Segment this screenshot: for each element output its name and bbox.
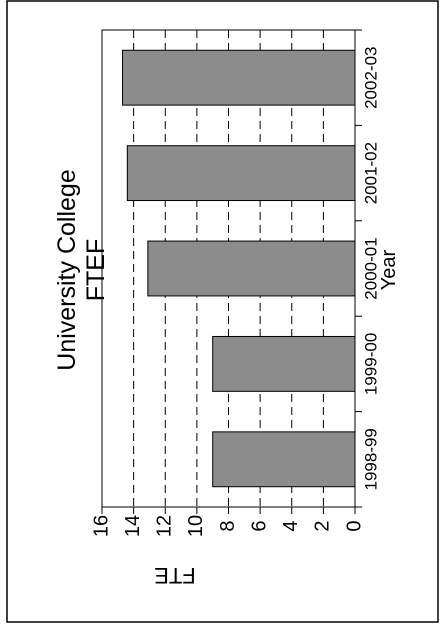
x-tick-label: 2000-01 <box>361 237 380 299</box>
y-tick-label: 2 <box>312 520 334 531</box>
plot-area: 1998-99 1999-00 2000-01 2001-02 2002-03 02468… <box>90 29 380 537</box>
x-tick-label: 1999-00 <box>361 333 380 395</box>
x-tick-label: 2002-03 <box>361 47 380 109</box>
chart-title: University College <box>53 169 81 370</box>
y-tick-label: 16 <box>90 515 112 537</box>
x-tick-label: 1998-99 <box>361 428 380 490</box>
y-tick-label: 6 <box>248 520 270 531</box>
outer-frame <box>6 0 439 623</box>
bar-1998-99 <box>212 431 356 488</box>
x-tick-label: 2001-02 <box>361 142 380 204</box>
y-tick-label: 4 <box>280 520 302 531</box>
x-axis-label: Year <box>378 249 400 290</box>
bar-2000-01 <box>147 240 356 297</box>
y-axis-label: FTE <box>154 563 196 588</box>
y-tick-label: 8 <box>217 520 239 531</box>
y-tick-label: 10 <box>185 515 207 537</box>
y-tick-label: 12 <box>154 515 176 537</box>
bar-1999-00 <box>212 335 356 392</box>
chart-subtitle: FTEF <box>82 239 110 302</box>
bar-2001-02 <box>126 145 356 202</box>
y-tick-label: 0 <box>343 520 365 531</box>
bar-2002-03 <box>122 49 356 106</box>
y-tick-label: 14 <box>122 515 144 537</box>
